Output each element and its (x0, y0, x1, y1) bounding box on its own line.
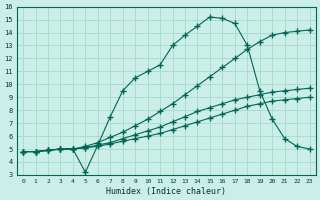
X-axis label: Humidex (Indice chaleur): Humidex (Indice chaleur) (106, 187, 226, 196)
